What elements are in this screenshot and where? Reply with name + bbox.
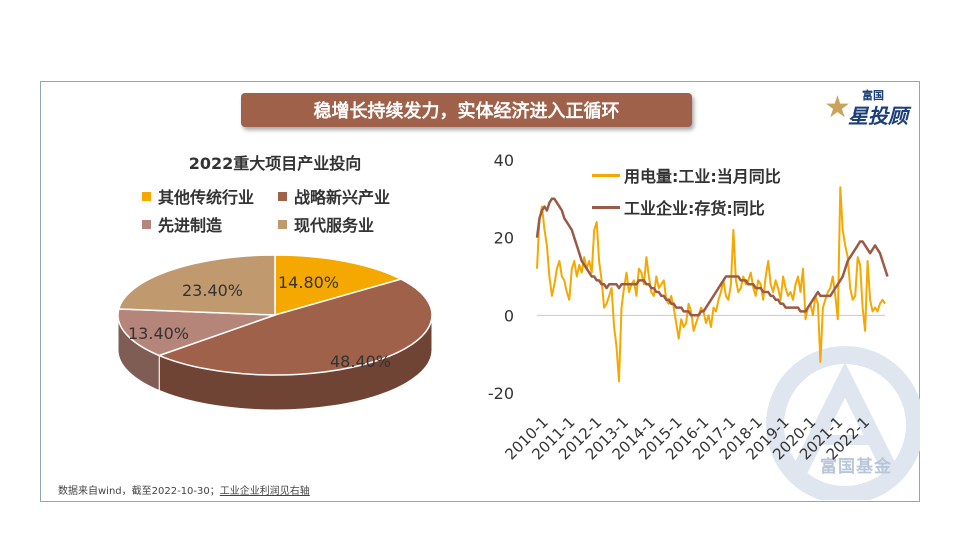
series-line-inventory <box>535 197 889 317</box>
legend-line-swatch <box>592 205 620 209</box>
page-title: 稳增长持续发力，实体经济进入正循环 <box>241 93 692 127</box>
brand-logo: 富国 ★ 星投顾 <box>818 87 908 128</box>
series-line-power <box>536 186 886 383</box>
pie-label-manufacturing: 13.40% <box>128 324 190 343</box>
legend-label: 现代服务业 <box>294 216 375 235</box>
line-chart: 40200-202010-12011-12012-12013-12014-120… <box>488 151 889 463</box>
legend-label: 工业企业:存货:同比 <box>624 199 765 218</box>
y-tick-label: 40 <box>494 151 514 170</box>
source-axis-note: 工业企业利润见右轴 <box>219 486 310 497</box>
y-tick-label: 20 <box>494 229 514 248</box>
legend-label: 先进制造 <box>158 216 223 235</box>
legend-swatch <box>142 191 151 201</box>
pie-slice <box>117 254 276 316</box>
pie-slice <box>274 254 403 316</box>
logo-top-text: 富国 <box>862 89 884 102</box>
legend-swatch <box>278 191 287 201</box>
pie-chart-title: 2022重大项目产业投向 <box>188 154 362 173</box>
star-icon: ★ <box>824 90 851 125</box>
source-text: 数据来自wind，截至2022-10-30； <box>58 486 220 497</box>
line-legend-power: 用电量:工业:当月同比 <box>592 163 781 187</box>
legend-swatch <box>142 219 151 229</box>
logo-main-text: 星投顾 <box>848 104 908 128</box>
y-tick-label: 0 <box>504 306 514 325</box>
legend-label: 用电量:工业:当月同比 <box>624 167 781 186</box>
legend-label: 其他传统行业 <box>158 188 255 207</box>
legend-line-swatch <box>592 173 620 177</box>
pie-slice <box>157 278 433 376</box>
pie-chart <box>117 254 433 411</box>
watermark-icon <box>766 346 920 500</box>
pie-slice <box>117 308 276 357</box>
pie-legend-strategic: 战略新兴产业 <box>278 184 390 208</box>
line-legend-inventory: 工业企业:存货:同比 <box>592 195 765 219</box>
pie-legend-manufacturing: 先进制造 <box>142 212 222 236</box>
pie-label-service: 23.40% <box>182 281 244 300</box>
pie-legend-other: 其他传统行业 <box>142 184 254 208</box>
source-note: 数据来自wind，截至2022-10-30；工业企业利润见右轴 <box>58 482 310 497</box>
legend-swatch <box>278 219 287 229</box>
pie-legend-service: 现代服务业 <box>278 212 374 236</box>
pie-label-strategic: 48.40% <box>330 352 392 371</box>
legend-label: 战略新兴产业 <box>294 188 391 207</box>
watermark-text: 富国基金 <box>820 457 892 477</box>
pie-label-other: 14.80% <box>278 273 340 292</box>
y-tick-label: -20 <box>488 384 514 403</box>
